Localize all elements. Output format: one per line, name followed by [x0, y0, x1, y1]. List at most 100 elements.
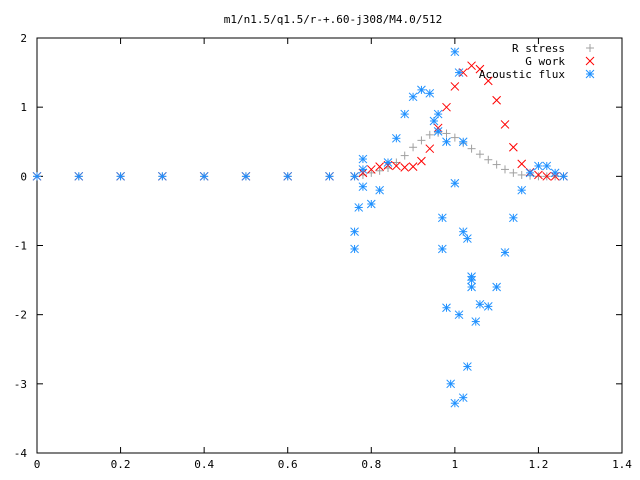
x-axis: 0 0.2 0.4 0.6 0.8 1 1.2 1.4	[34, 38, 632, 471]
marker-stroke	[400, 162, 410, 172]
marker-stroke	[354, 203, 364, 212]
legend: R stress G work Acoustic flux	[479, 42, 595, 81]
marker-stroke	[350, 227, 359, 237]
marker-stroke	[437, 244, 447, 254]
marker-stroke	[509, 142, 518, 152]
marker-stroke	[241, 171, 251, 181]
marker-stroke	[559, 171, 568, 181]
data-point-acoustic-flux	[534, 161, 543, 171]
x-tick-label: 0.8	[361, 458, 381, 471]
data-point-acoustic-flux	[325, 171, 334, 181]
data-point-acoustic-flux	[158, 171, 167, 181]
data-point-acoustic-flux	[454, 68, 464, 77]
data-point-acoustic-flux	[358, 154, 368, 164]
data-point-acoustic-flux	[492, 282, 501, 292]
data-point-acoustic-flux	[542, 161, 552, 171]
data-point-g-work	[425, 144, 435, 154]
marker-stroke	[458, 68, 468, 77]
marker-stroke	[585, 56, 595, 66]
data-point-acoustic-flux	[358, 182, 368, 192]
data-point-acoustic-flux	[467, 282, 476, 292]
marker-stroke	[467, 282, 476, 292]
marker-stroke	[392, 133, 401, 143]
marker-stroke	[358, 182, 368, 192]
data-point-acoustic-flux	[483, 302, 493, 311]
data-point-acoustic-flux	[366, 199, 376, 209]
marker-stroke	[158, 171, 167, 181]
data-point-g-work	[542, 171, 552, 181]
data-point-acoustic-flux	[32, 171, 42, 181]
data-point-acoustic-flux	[358, 165, 368, 174]
marker-stroke	[467, 272, 476, 281]
marker-stroke	[500, 120, 510, 129]
marker-stroke	[463, 362, 472, 371]
data-point-acoustic-flux	[442, 303, 451, 313]
data-point-r-stress	[450, 133, 459, 142]
marker-stroke	[383, 158, 393, 167]
marker-stroke	[450, 398, 460, 408]
data-point-g-work	[400, 162, 410, 172]
data-point-r-stress	[409, 143, 418, 152]
data-point-acoustic-flux	[559, 171, 568, 181]
data-point-acoustic-flux	[392, 133, 401, 143]
data-point-acoustic-flux	[446, 379, 456, 389]
data-point-acoustic-flux	[417, 85, 426, 95]
data-point-g-work	[450, 82, 460, 91]
data-point-acoustic-flux	[383, 158, 393, 167]
marker-stroke	[525, 168, 535, 178]
marker-stroke	[350, 171, 359, 181]
data-point-r-stress	[509, 168, 518, 177]
data-point-g-work	[534, 170, 543, 180]
y-tick-label: 1	[20, 101, 27, 114]
data-point-g-work	[492, 95, 501, 105]
data-point-acoustic-flux	[116, 171, 125, 181]
marker-stroke	[475, 64, 485, 74]
marker-stroke	[375, 162, 384, 172]
marker-stroke	[458, 227, 468, 237]
marker-stroke	[375, 185, 384, 195]
marker-stroke	[32, 171, 42, 181]
data-point-acoustic-flux	[463, 234, 472, 243]
data-point-r-stress	[467, 144, 476, 153]
data-point-r-stress	[442, 129, 451, 138]
marker-stroke	[408, 162, 418, 172]
data-point-acoustic-flux	[74, 171, 84, 181]
marker-stroke	[74, 171, 84, 181]
marker-stroke	[358, 165, 368, 174]
legend-marker-r-stress	[586, 44, 594, 52]
marker-stroke	[350, 244, 359, 254]
data-point-r-stress	[392, 158, 401, 167]
data-point-acoustic-flux	[354, 203, 364, 212]
data-point-r-stress	[501, 165, 509, 174]
marker-stroke	[429, 116, 439, 126]
marker-stroke	[442, 137, 451, 147]
data-point-r-stress	[417, 136, 426, 145]
data-point-acoustic-flux	[350, 227, 359, 237]
data-point-r-stress	[367, 168, 376, 177]
data-point-acoustic-flux	[450, 398, 460, 408]
data-point-g-work	[467, 61, 476, 71]
data-point-acoustic-flux	[475, 299, 485, 309]
y-tick-label: 0	[20, 170, 27, 183]
data-point-g-work	[375, 162, 384, 172]
chart-title: m1/n1.5/q1.5/r-+.60-j308/M4.0/512	[224, 13, 443, 26]
data-point-acoustic-flux	[500, 248, 510, 257]
data-point-acoustic-flux	[458, 393, 468, 403]
data-point-acoustic-flux	[471, 317, 481, 326]
legend-marker-g-work	[585, 56, 595, 66]
marker-stroke	[283, 171, 293, 181]
marker-stroke	[542, 171, 552, 181]
legend-label-g-work: G work	[525, 55, 565, 68]
y-axis: 2 1 0 -1 -2 -3 -4	[14, 32, 622, 460]
data-point-g-work	[408, 162, 418, 172]
data-point-r-stress	[425, 130, 434, 139]
marker-stroke	[450, 178, 460, 188]
data-point-acoustic-flux	[437, 213, 447, 223]
data-point-r-stress	[484, 155, 493, 164]
marker-stroke	[463, 234, 472, 243]
data-point-acoustic-flux	[463, 362, 472, 371]
marker-stroke	[458, 137, 468, 147]
data-point-acoustic-flux	[350, 171, 359, 181]
data-point-acoustic-flux	[550, 168, 560, 178]
